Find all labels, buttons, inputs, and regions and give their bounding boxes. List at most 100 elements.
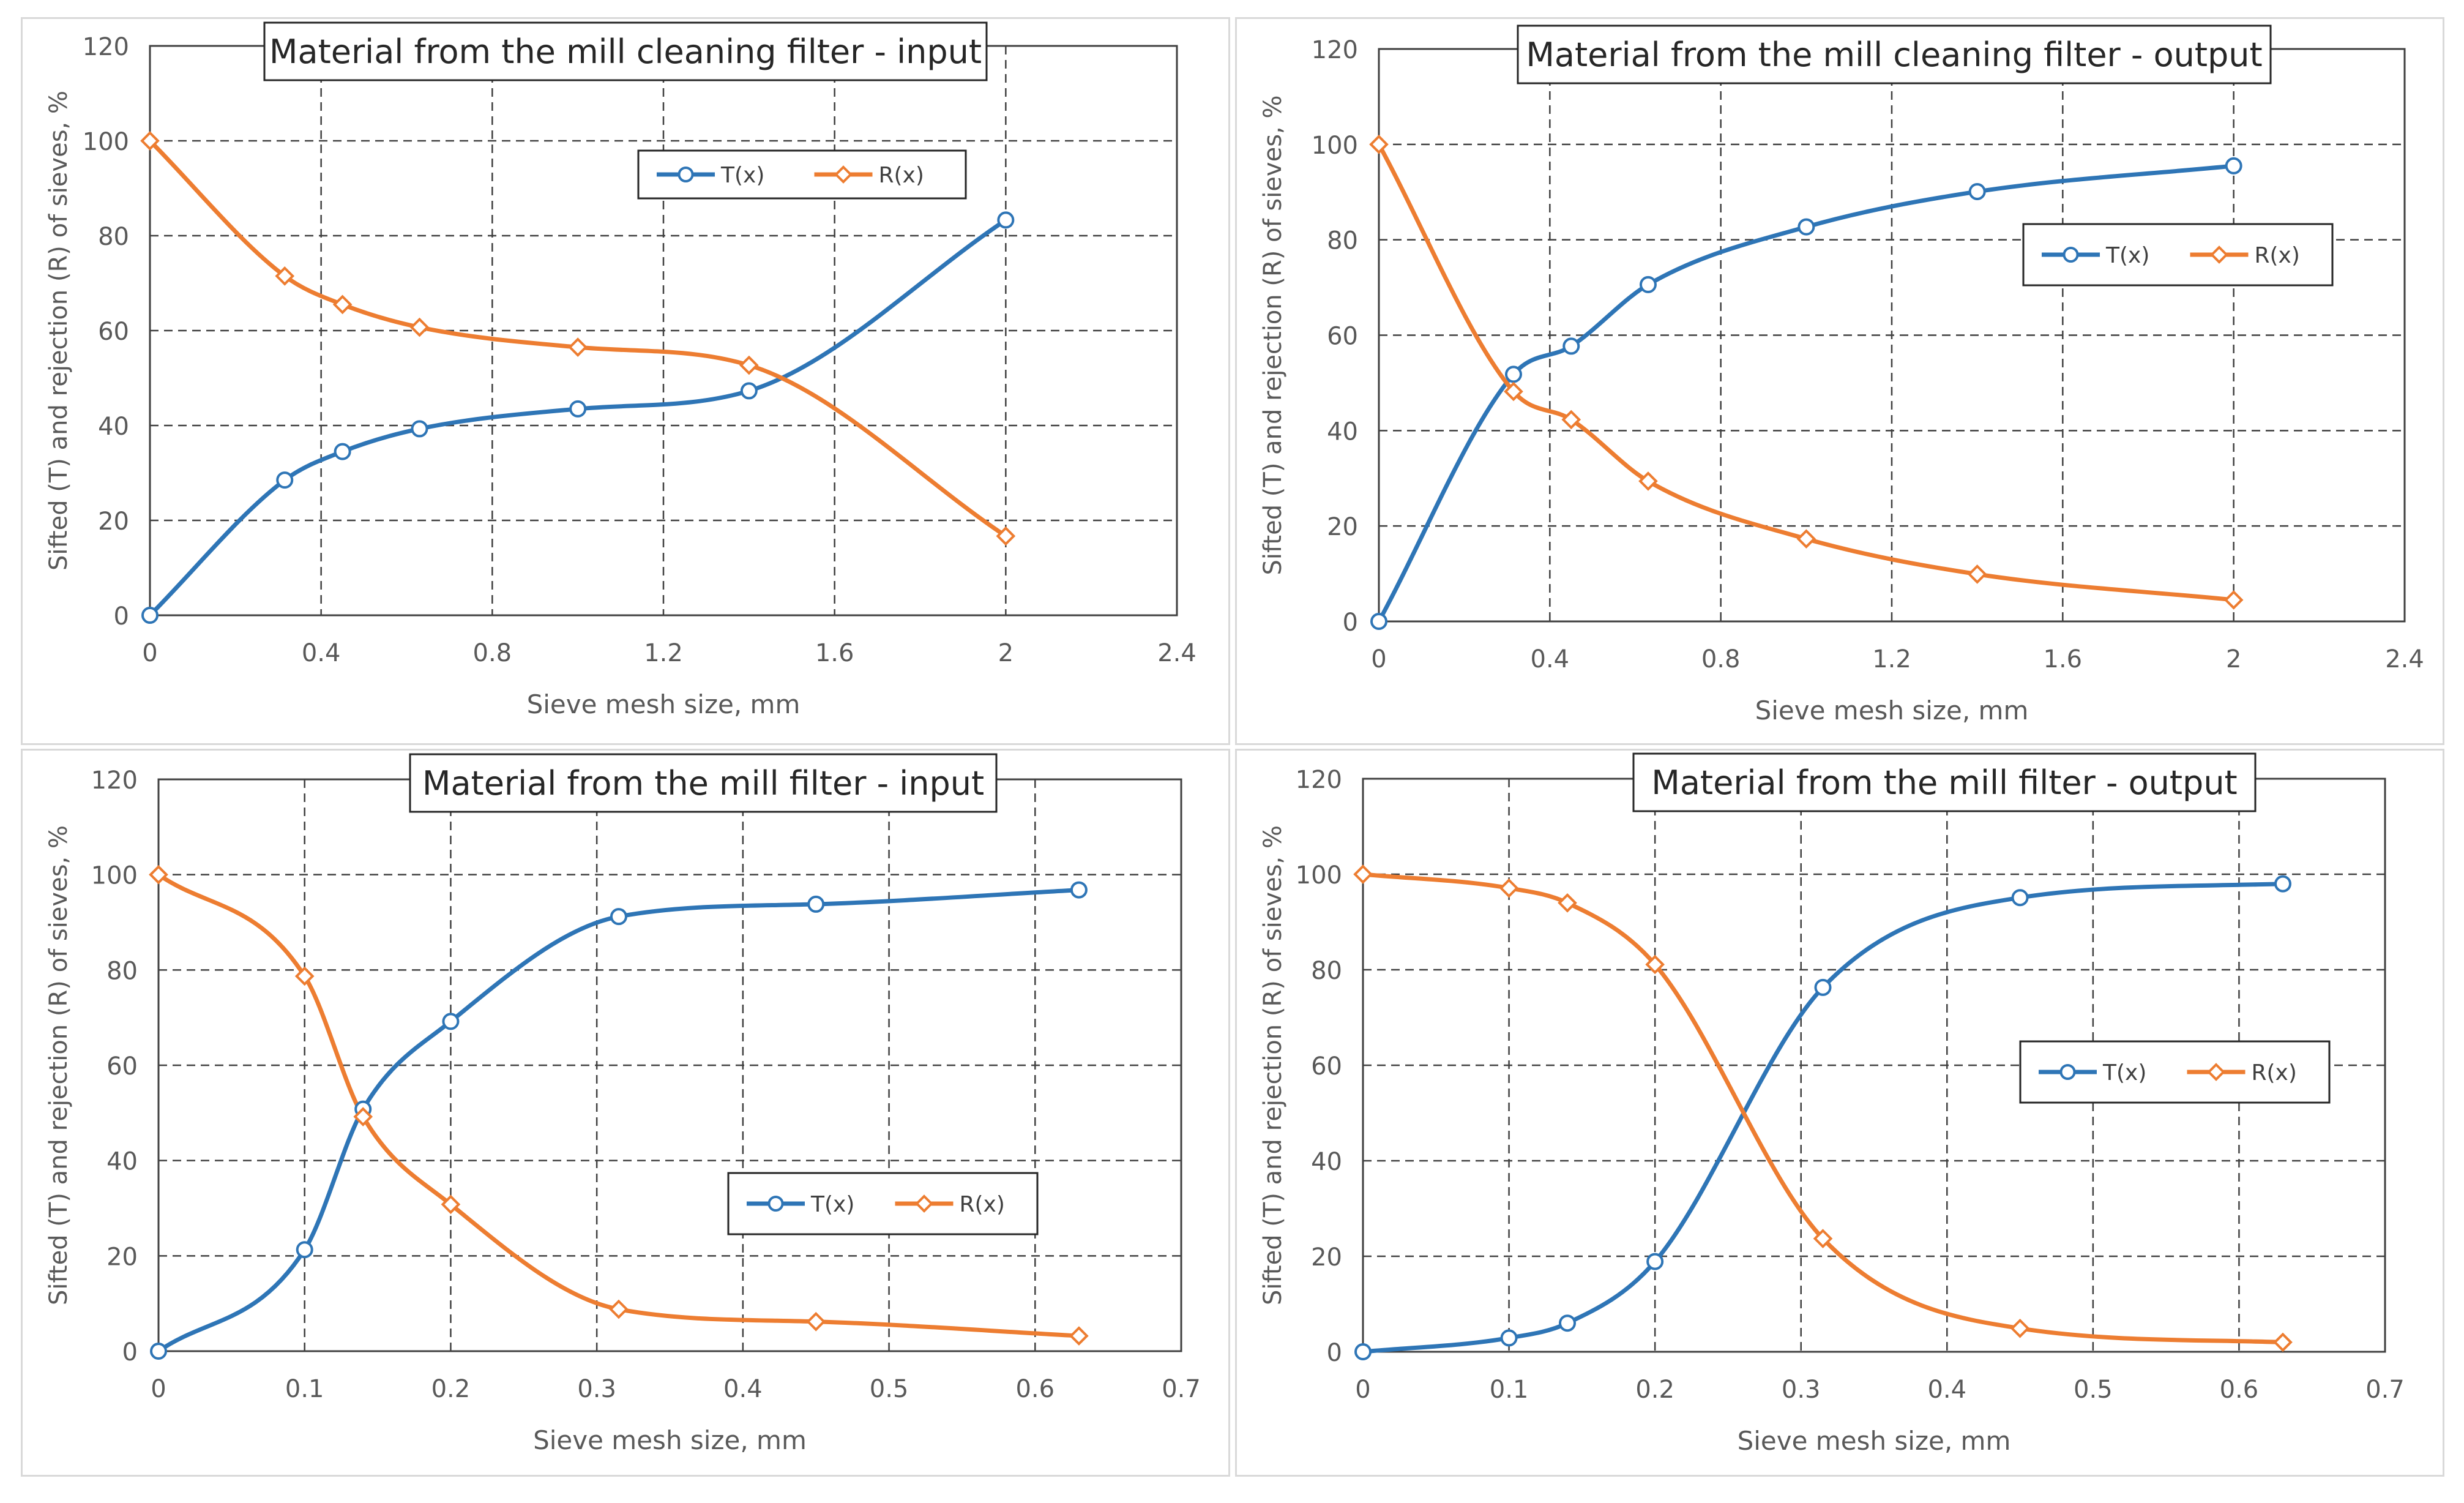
x-tick-label: 0.8 <box>473 639 512 667</box>
y-tick-label: 100 <box>91 862 138 890</box>
legend-label-R: R(x) <box>2255 243 2300 268</box>
data-point-T <box>334 443 351 460</box>
data-point-R <box>1499 878 1519 898</box>
x-axis-title: Sieve mesh size, mm <box>1738 1426 2011 1456</box>
y-tick-label: 100 <box>83 128 129 156</box>
y-tick-label: 60 <box>1311 1052 1342 1081</box>
y-axis-title: Sifted (T) and rejection (R) of sieves, … <box>1259 825 1287 1305</box>
data-point-T <box>1562 337 1580 355</box>
x-tick-label: 0.4 <box>1531 645 1570 673</box>
data-point-R <box>275 266 295 286</box>
y-tick-label: 20 <box>98 508 129 536</box>
chart-panel-bottom-left: 0 20 40 60 80 100 120 0 0.1 0.2 0.3 0.4 0.5 0.6 0.7 Sie… <box>21 749 1230 1477</box>
data-point-R <box>1069 1326 1089 1346</box>
data-point-R <box>806 1311 826 1332</box>
data-point-R <box>1353 864 1373 884</box>
data-point-R <box>996 526 1016 546</box>
x-tick-label: 0.3 <box>577 1375 616 1403</box>
y-tick-label: 60 <box>106 1052 138 1081</box>
x-tick-label: 0.4 <box>302 639 341 667</box>
data-point-R <box>332 294 353 315</box>
data-point-T <box>1639 275 1657 293</box>
legend-box <box>2019 1040 2331 1104</box>
data-point-R <box>739 355 759 375</box>
data-point-T <box>610 908 627 926</box>
y-tick-label: 80 <box>106 957 138 985</box>
data-point-T <box>1559 1314 1576 1332</box>
data-point-T <box>1370 613 1387 630</box>
x-tick-label: 0.8 <box>1701 645 1741 673</box>
data-point-R <box>353 1107 373 1126</box>
data-point-T <box>1070 881 1088 899</box>
data-point-R <box>568 337 588 357</box>
y-tick-label: 60 <box>98 318 129 346</box>
x-axis-title: Sieve mesh size, mm <box>533 1425 807 1455</box>
x-tick-label: 0.5 <box>870 1375 909 1403</box>
x-tick-label: 2 <box>2226 645 2241 673</box>
x-tick-label: 0.3 <box>1782 1376 1821 1404</box>
legend-label-R: R(x) <box>2252 1060 2297 1085</box>
x-tick-label: 0.4 <box>1927 1376 1966 1404</box>
legend-marker-R <box>2207 1063 2225 1081</box>
data-point-R <box>149 864 168 885</box>
x-tick-label: 0.5 <box>2074 1376 2113 1404</box>
x-tick-label: 2 <box>998 639 1014 667</box>
data-point-T <box>411 420 428 438</box>
chart-title: Material from the mill cleaning filter -… <box>269 32 982 71</box>
title-box <box>409 753 998 813</box>
legend-label-T: T(x) <box>2105 243 2149 268</box>
legend-label-R: R(x) <box>879 163 924 188</box>
x-tick-label: 0 <box>1371 645 1386 673</box>
x-tick-label: 2.4 <box>1157 639 1197 667</box>
y-axis-title: Sifted (T) and rejection (R) of sieves, … <box>1259 96 1287 575</box>
y-tick-label: 0 <box>1343 609 1358 637</box>
data-point-R <box>2223 590 2244 610</box>
chart-panel-top-left: 0 20 40 60 80 100 120 0 0.4 0.8 1.2 1.6 2 2.4 Sieve me… <box>21 17 1230 745</box>
title-box <box>1517 24 2272 84</box>
title-box <box>1632 752 2257 812</box>
y-tick-label: 40 <box>1311 1148 1342 1176</box>
data-point-T <box>296 1241 313 1259</box>
data-point-R <box>294 966 315 986</box>
legend-marker-T <box>2063 247 2079 263</box>
x-tick-label: 0 <box>151 1375 166 1403</box>
data-point-R <box>1558 893 1577 913</box>
y-tick-label: 80 <box>1327 227 1358 255</box>
data-point-T <box>2225 157 2242 174</box>
x-tick-label: 0.7 <box>2365 1376 2405 1404</box>
data-point-T <box>740 382 758 400</box>
data-point-T <box>442 1013 460 1030</box>
y-tick-label: 80 <box>1311 957 1342 985</box>
y-tick-label: 100 <box>1296 861 1342 890</box>
data-point-T <box>569 400 587 418</box>
legend-marker-T <box>2059 1064 2076 1080</box>
data-point-R <box>1796 529 1816 549</box>
legend-marker-T <box>678 167 694 182</box>
data-point-R <box>140 131 160 151</box>
y-tick-label: 120 <box>1296 766 1342 794</box>
y-axis-title: Sifted (T) and rejection (R) of sieves, … <box>45 91 73 571</box>
y-tick-label: 120 <box>91 766 138 795</box>
data-point-R <box>2010 1318 2030 1338</box>
legend-label-T: T(x) <box>720 163 764 188</box>
chart-panel-top-right: 0 20 40 60 80 100 120 0 0.4 0.8 1.2 1.6 2 2.4 Sieve me… <box>1235 17 2444 745</box>
legend-marker-R <box>2210 246 2228 264</box>
data-point-T <box>1814 978 1832 996</box>
x-tick-label: 0.6 <box>1015 1375 1055 1403</box>
x-tick-label: 0.4 <box>723 1375 763 1403</box>
y-tick-label: 60 <box>1327 323 1358 351</box>
x-tick-label: 1.6 <box>815 639 854 667</box>
x-tick-label: 0.6 <box>2220 1376 2259 1404</box>
data-point-R <box>409 317 430 337</box>
legend-marker-R <box>834 165 853 184</box>
data-point-R <box>1813 1229 1833 1248</box>
x-tick-label: 0.7 <box>1162 1375 1201 1403</box>
data-point-T <box>2011 889 2029 907</box>
chart-title: Material from the mill cleaning filter -… <box>1526 36 2262 74</box>
y-tick-label: 20 <box>1327 513 1358 541</box>
data-point-R <box>1645 954 1665 975</box>
data-point-T <box>997 211 1015 229</box>
data-point-R <box>609 1299 629 1319</box>
chart-cleaning-filter-output: 0 20 40 60 80 100 120 0 0.4 0.8 1.2 1.6 2 2.4 Sieve me… <box>1259 24 2424 725</box>
data-point-R <box>2273 1332 2293 1352</box>
